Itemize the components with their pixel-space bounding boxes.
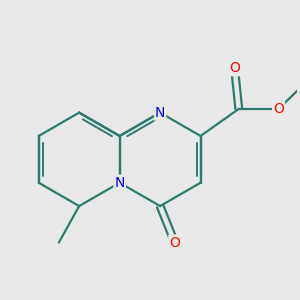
Text: O: O xyxy=(169,236,180,250)
Text: N: N xyxy=(114,176,125,190)
Text: O: O xyxy=(273,102,284,116)
Text: O: O xyxy=(229,61,240,75)
Text: N: N xyxy=(155,106,165,120)
